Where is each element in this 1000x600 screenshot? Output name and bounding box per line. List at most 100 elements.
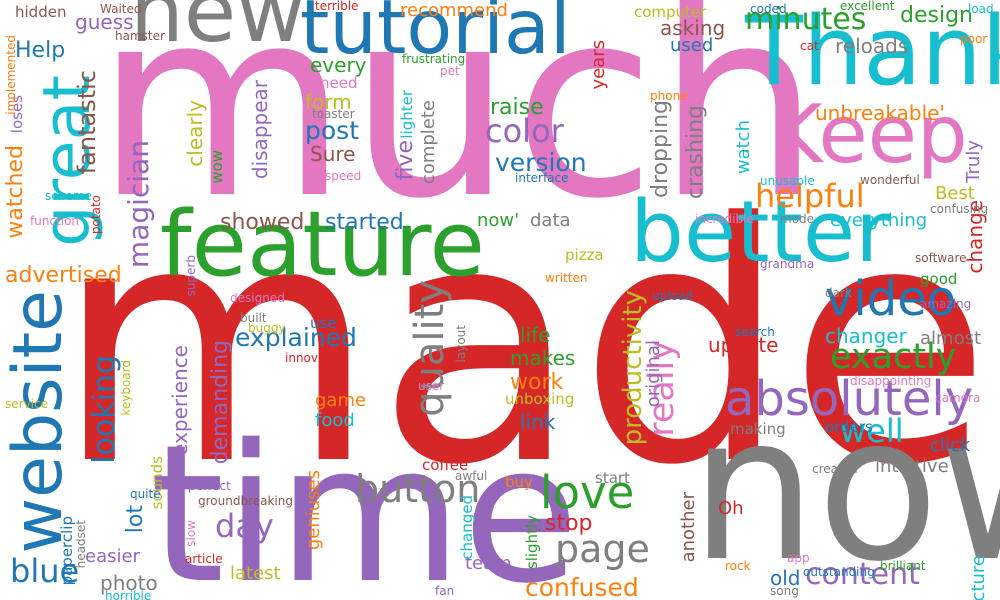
word-years: years bbox=[588, 40, 609, 90]
word-superb: superb bbox=[184, 255, 198, 297]
word-showed: showed bbox=[220, 210, 305, 235]
word-awful: awful bbox=[455, 469, 488, 483]
word-sounds: sounds bbox=[148, 456, 166, 510]
word-software: software bbox=[915, 251, 967, 265]
word-incredible: incredible bbox=[695, 212, 754, 226]
word-outstanding: outstanding bbox=[803, 565, 875, 579]
word-food: food bbox=[315, 410, 355, 431]
word-asking: asking bbox=[660, 16, 726, 40]
word-version: version bbox=[495, 148, 587, 177]
word-watch: watch bbox=[733, 120, 754, 175]
word-coded: coded bbox=[750, 2, 787, 16]
word-helpful: helpful bbox=[755, 177, 865, 215]
word-song: song bbox=[770, 584, 799, 598]
word-raise: raise bbox=[490, 95, 544, 120]
word-feature: feature bbox=[160, 192, 485, 297]
word-cat: cat bbox=[800, 39, 819, 53]
word-good: good bbox=[920, 270, 958, 288]
word-fan: fan bbox=[435, 584, 455, 598]
word-quality: quality bbox=[407, 280, 453, 417]
word-advertised: advertised bbox=[5, 263, 122, 288]
word-groundbreaking: groundbreaking bbox=[198, 494, 293, 508]
word-form: form bbox=[305, 90, 352, 114]
word-almost: almost bbox=[920, 328, 982, 349]
word-everything: everything bbox=[830, 210, 928, 231]
word-latest: latest bbox=[230, 563, 281, 584]
word-click: click bbox=[930, 435, 971, 456]
word-speed: speed bbox=[325, 169, 362, 183]
word-slightly: slightly bbox=[523, 515, 541, 570]
word-upload: upload bbox=[652, 289, 693, 303]
word-better: better bbox=[630, 183, 891, 282]
word-amazing: amazing bbox=[920, 297, 972, 311]
word-picture: picture bbox=[968, 555, 989, 600]
word-frustrating: frustrating bbox=[402, 52, 466, 66]
word-pet: pet bbox=[440, 64, 460, 78]
word-disappointing: disappointing bbox=[850, 374, 932, 388]
word-changer: changer bbox=[825, 324, 907, 348]
word-thank: Thank bbox=[745, 0, 1000, 107]
word-start: start bbox=[595, 469, 630, 487]
word-article: article bbox=[185, 552, 223, 566]
word-well: well bbox=[840, 412, 904, 450]
word-clearly: clearly bbox=[183, 100, 207, 167]
word-scheme: scheme bbox=[45, 189, 92, 203]
word-geniuses: geniuses bbox=[303, 470, 324, 551]
word-wonderful: wonderful bbox=[860, 173, 920, 187]
word-camera: camera bbox=[935, 391, 981, 405]
word-fantastic: fantastic bbox=[73, 70, 101, 175]
word-tutorial: tutorial bbox=[300, 0, 571, 71]
word-dropping: dropping bbox=[648, 100, 673, 198]
word-help: Help bbox=[15, 38, 66, 63]
word-another: another bbox=[678, 492, 699, 563]
word-search: search bbox=[735, 325, 775, 339]
word-makes: makes bbox=[510, 346, 576, 370]
word-website: website bbox=[0, 290, 78, 554]
word-confusing: confusing bbox=[930, 202, 989, 216]
word-five: five bbox=[393, 140, 418, 181]
word-user: user bbox=[418, 379, 445, 393]
word-best: Best bbox=[935, 183, 975, 204]
word-load: load bbox=[968, 2, 994, 16]
word-absolutely: absolutely bbox=[725, 371, 974, 427]
word-toaster: toaster bbox=[312, 107, 355, 121]
word-original: original bbox=[643, 340, 664, 408]
word-hidden: hidden bbox=[15, 3, 67, 21]
word-grandma: grandma bbox=[760, 257, 815, 271]
word-excellent: excellent bbox=[840, 0, 895, 13]
word-looking: looking bbox=[87, 355, 122, 464]
word-keyboard: keyboard bbox=[119, 360, 133, 416]
word-watched: watched bbox=[3, 145, 28, 239]
word-sure: Sure bbox=[310, 142, 356, 166]
word-wow: wow bbox=[208, 150, 226, 184]
word-paperclip: paperclip bbox=[58, 516, 76, 586]
word-guess: guess bbox=[75, 10, 134, 34]
word-lot: lot bbox=[123, 505, 148, 534]
word-old: old bbox=[770, 566, 801, 590]
word-lighter: lighter bbox=[398, 90, 416, 139]
word-exactly: exactly bbox=[830, 337, 957, 377]
word-hamster: hamster bbox=[115, 29, 165, 43]
word-life: life bbox=[520, 323, 551, 347]
word-crashing: crashing bbox=[683, 105, 708, 200]
word-oh: Oh bbox=[718, 498, 744, 519]
word-post: post bbox=[305, 116, 359, 145]
word-truly: Truly bbox=[963, 140, 984, 183]
word-magician: magician bbox=[122, 140, 155, 269]
word-recommend: recommend bbox=[400, 0, 508, 21]
word-update: update bbox=[708, 333, 779, 357]
word-innovation: innovation bbox=[285, 351, 349, 365]
word-much: much bbox=[95, 0, 821, 256]
word-created: created bbox=[812, 462, 858, 476]
word-written: written bbox=[545, 271, 588, 285]
word-new: new bbox=[130, 0, 306, 62]
word-computer: computer bbox=[634, 3, 707, 21]
word-layout: layout bbox=[454, 325, 468, 363]
word-orders: orders bbox=[825, 418, 873, 436]
word-quite: quite bbox=[130, 487, 161, 501]
word-perfect: perfect bbox=[188, 479, 231, 493]
word-demanding: demanding bbox=[208, 340, 233, 465]
word-minutes: minutes bbox=[745, 2, 867, 37]
word-need: need bbox=[320, 74, 358, 92]
word-started: started bbox=[325, 210, 404, 235]
